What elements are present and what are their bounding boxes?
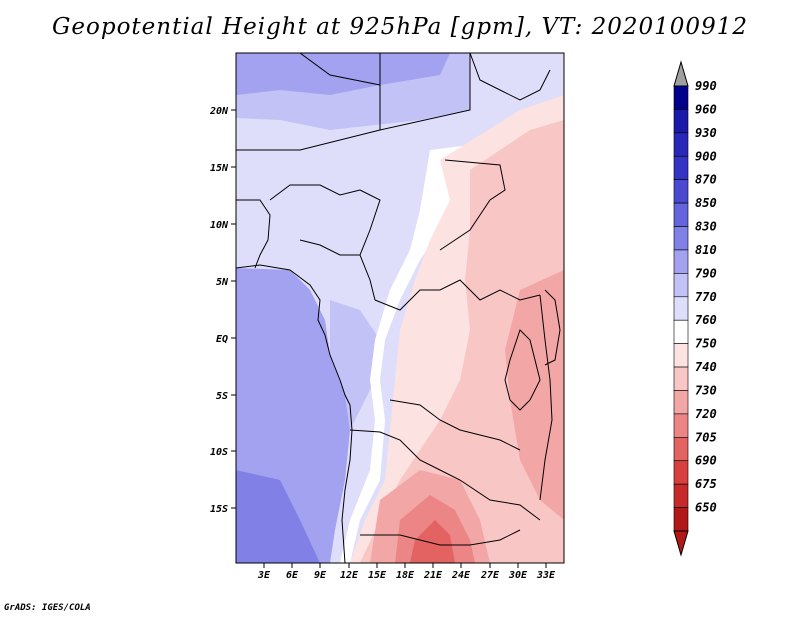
- colorbar-cell: [673, 249, 689, 274]
- lat-label: 20N: [209, 106, 229, 117]
- map-panel: [236, 53, 564, 563]
- colorbar-cell: [673, 483, 689, 508]
- colorbar-cell: [673, 226, 689, 251]
- field-810-north: [236, 53, 450, 95]
- field-705: [410, 520, 455, 563]
- colorbar-cell: [673, 460, 689, 485]
- colorbar-label: 790: [695, 266, 717, 280]
- lon-label: 21E: [423, 570, 443, 581]
- field-760: [340, 145, 500, 563]
- field-740: [360, 120, 564, 563]
- lat-label: 15N: [210, 163, 229, 174]
- lon-label: 30E: [508, 570, 528, 581]
- colorbar-label: 720: [695, 407, 717, 421]
- colorbar-cell: [673, 319, 689, 344]
- lat-label: 10N: [210, 220, 229, 231]
- colorbar-label: 830: [695, 220, 717, 234]
- colorbar-label: 850: [695, 196, 717, 210]
- lat-label: 5N: [216, 277, 229, 288]
- colorbar-label: 900: [695, 149, 717, 163]
- lon-axis: 3E 6E 9E 12E 15E 18E 21E 24E 27E 30E 33E: [257, 563, 556, 581]
- lon-label: 12E: [340, 570, 359, 581]
- colorbar-labels: 990 960 930 900 870 850 830 810 790 770 760 750 740 7…: [695, 79, 717, 515]
- colorbar-label: 650: [695, 501, 717, 515]
- colorbar-label: 690: [695, 454, 717, 468]
- country-borders: [236, 53, 561, 563]
- lat-axis: 20N 15N 10N 5N EQ 5S 10S 15S: [209, 106, 236, 515]
- colorbar: 990 960 930 900 870 850 830 810 790 770 760 750 740 7…: [673, 60, 717, 557]
- colorbar-label: 750: [695, 337, 717, 351]
- colorbar-label: 990: [695, 79, 717, 93]
- colorbar-label: 870: [695, 173, 717, 187]
- colorbar-cell: [673, 132, 689, 157]
- colorbar-label: 960: [695, 102, 717, 116]
- lon-label: 3E: [257, 570, 271, 581]
- colorbar-cell: [673, 155, 689, 180]
- lat-label: 5S: [216, 391, 228, 402]
- lon-label: 24E: [451, 570, 471, 581]
- lon-label: 6E: [286, 570, 299, 581]
- colorbar-label: 675: [695, 477, 717, 491]
- lon-label: 15E: [368, 570, 387, 581]
- colorbar-cells: [673, 85, 689, 532]
- colorbar-label: 810: [695, 243, 717, 257]
- field-ocean-830: [236, 470, 320, 563]
- colorbar-label: 740: [695, 360, 717, 374]
- colorbar-cell: [673, 179, 689, 204]
- colorbar-label: 760: [695, 313, 717, 327]
- colorbar-bottom-arrow: [673, 530, 689, 557]
- colorbar-label: 730: [695, 383, 717, 397]
- colorbar-cell: [673, 202, 689, 227]
- field-730: [505, 270, 564, 520]
- colorbar-cell: [673, 343, 689, 368]
- colorbar-cell: [673, 507, 689, 532]
- lon-label: 9E: [314, 570, 327, 581]
- lon-label: 33E: [536, 570, 556, 581]
- plot-title: Geopotential Height at 925hPa [gpm], VT:…: [52, 14, 748, 40]
- colorbar-label: 770: [695, 290, 717, 304]
- field-coast-790: [330, 300, 380, 430]
- colorbar-cell: [673, 296, 689, 321]
- colorbar-cell: [673, 85, 689, 110]
- lon-label: 27E: [480, 570, 500, 581]
- colorbar-cell: [673, 390, 689, 415]
- colorbar-cell: [673, 109, 689, 134]
- colorbar-cell: [673, 366, 689, 391]
- colorbar-label: 705: [695, 430, 717, 444]
- colorbar-label: 930: [695, 126, 717, 140]
- colorbar-top-arrow: [673, 60, 689, 87]
- colorbar-cell: [673, 273, 689, 298]
- lat-label: 10S: [210, 447, 228, 458]
- colorbar-cell: [673, 413, 689, 438]
- lon-label: 18E: [396, 570, 415, 581]
- lat-label: EQ: [216, 334, 228, 345]
- lat-label: 15S: [210, 504, 228, 515]
- colorbar-cell: [673, 437, 689, 462]
- grads-credit: GrADS: IGES/COLA: [4, 603, 91, 613]
- map-frame: [235, 52, 565, 564]
